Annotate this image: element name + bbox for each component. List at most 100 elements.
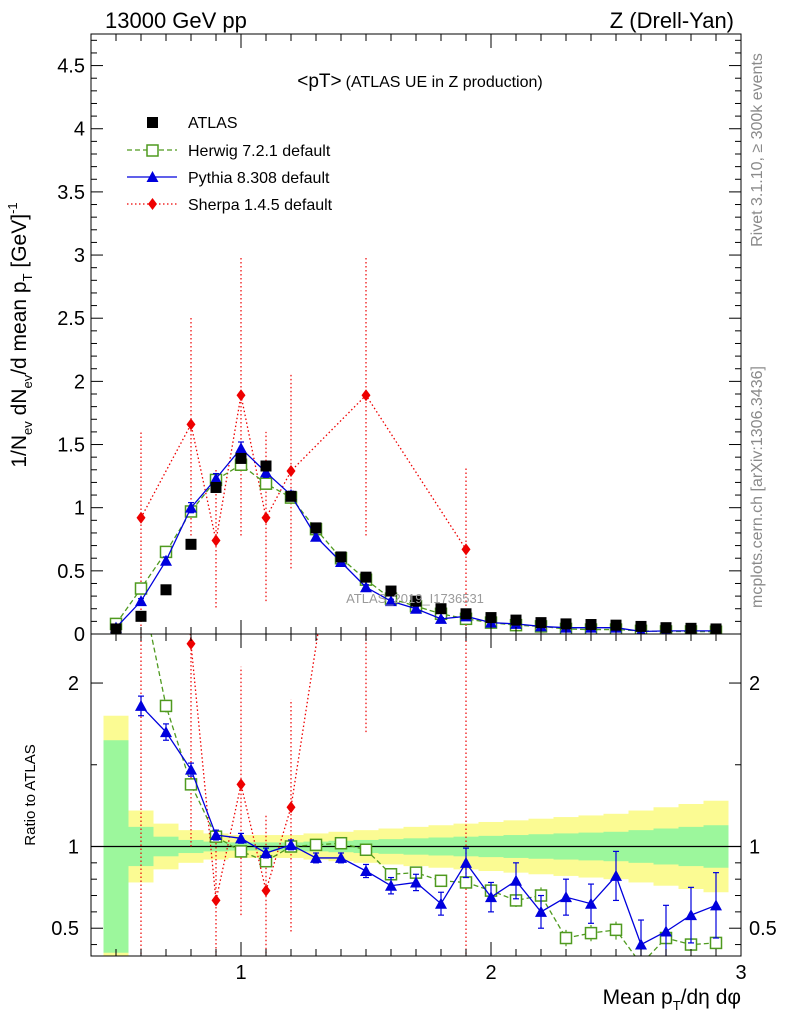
legend-atlas-label: ATLAS xyxy=(188,115,238,132)
main-atlas-point xyxy=(610,619,622,631)
ratio-pythia-point xyxy=(260,847,272,859)
main-atlas-point xyxy=(585,619,597,631)
main-sherpa-point xyxy=(186,418,196,431)
main-atlas-point xyxy=(435,603,447,615)
ratio-herwig-point xyxy=(459,876,473,889)
main-pythia-point xyxy=(185,501,197,513)
main-atlas-point xyxy=(260,460,272,472)
main-atlas-point xyxy=(410,595,422,607)
main-atlas-point xyxy=(535,617,547,629)
main-atlas-point xyxy=(285,490,297,502)
legend: ATLAS Herwig 7.2.1 default Pythia 8.308 … xyxy=(127,115,333,214)
ratio-pythia-point xyxy=(235,832,247,844)
main-ytick-label: 1 xyxy=(74,498,85,520)
ylabel-part-g: [GeV] xyxy=(8,214,31,274)
ratio-sherpa-line xyxy=(189,634,319,901)
main-atlas-point xyxy=(335,551,347,563)
main-atlas-point xyxy=(210,481,222,493)
main-ytick-label: 2 xyxy=(74,371,85,393)
legend-sherpa-marker xyxy=(148,198,157,210)
main-atlas-point xyxy=(135,610,147,622)
main-pythia-point xyxy=(160,554,172,566)
main-atlas-point xyxy=(235,452,247,464)
ratio-pythia-point xyxy=(360,865,372,877)
main-sherpa-point xyxy=(461,543,471,556)
ratio-herwig-point xyxy=(159,699,173,713)
ratio-pythia-point xyxy=(410,876,422,888)
header-energy: 13000 GeV pp xyxy=(105,8,247,33)
legend-pythia-marker xyxy=(146,171,159,182)
main-pythia-point xyxy=(310,530,322,542)
ratio-herwig-point xyxy=(609,923,623,937)
main-pythia-point xyxy=(210,472,222,484)
main-ytick-label: 3.5 xyxy=(57,182,85,204)
ratio-pythia-line xyxy=(140,705,717,946)
legend-item-herwig: Herwig 7.2.1 default xyxy=(127,143,331,160)
title-text: <pT> xyxy=(297,71,341,92)
x-axis-label: Mean pT/dη dφ xyxy=(603,986,741,1013)
ratio-pythia-point xyxy=(710,899,722,911)
ratio-sherpa-point xyxy=(186,637,196,650)
ratio-pythia-point xyxy=(635,938,647,950)
main-sherpa-point xyxy=(261,511,271,524)
rivet-version-label: Rivet 3.1.10, ≥ 300k events xyxy=(749,53,766,247)
main-atlas-point xyxy=(635,620,647,632)
ratio-pythia-point xyxy=(285,838,297,850)
main-y-axis-label: 1/Nev dNev/d mean pT [GeV]-1 xyxy=(5,202,35,467)
ratio-ytick-label-right: 1 xyxy=(749,836,760,858)
main-panel: 0 0.5 1 1.5 2 2.5 3 3.5 4 4.5 ATLAS_2019_I1736531… xyxy=(5,33,742,646)
legend-item-sherpa: Sherpa 1.4.5 default xyxy=(127,197,333,214)
ratio-sherpa-point xyxy=(261,884,271,897)
ratio-herwig-point xyxy=(359,843,373,857)
ratio-frame xyxy=(90,633,742,957)
ratio-pythia-point xyxy=(485,891,497,903)
ratio-pythia-point xyxy=(535,905,547,917)
legend-herwig-marker xyxy=(146,144,159,157)
ratio-ytick-label: 2 xyxy=(68,673,79,695)
ratio-y-axis-label: Ratio to ATLAS xyxy=(22,744,39,845)
main-title: <pT> (ATLAS UE in Z production) xyxy=(297,71,542,92)
main-pythia-point xyxy=(360,581,372,593)
main-sherpa-point xyxy=(211,534,221,547)
main-pythia-point xyxy=(135,595,147,607)
ratio-pythia-point xyxy=(560,891,572,903)
main-sherpa-point xyxy=(236,389,246,402)
ratio-herwig-point xyxy=(234,845,248,858)
ratio-sherpa-point xyxy=(462,317,471,329)
main-pythia-point xyxy=(410,602,422,614)
header-process: Z (Drell-Yan) xyxy=(610,8,734,33)
main-atlas-point xyxy=(185,538,197,550)
main-sherpa-point xyxy=(361,389,371,402)
ylabel-part-a: 1/N xyxy=(8,435,31,468)
ratio-pythia-point xyxy=(435,897,447,909)
main-atlas-point xyxy=(560,618,572,630)
main-ytick-label: 0 xyxy=(74,624,85,646)
ratio-herwig-point xyxy=(334,836,348,850)
ratio-xtick-label: 1 xyxy=(235,962,246,984)
main-atlas-point xyxy=(160,584,172,596)
ylabel-part-b: ev xyxy=(20,421,35,435)
main-atlas-point xyxy=(510,614,522,626)
ratio-pythia-point xyxy=(310,851,322,863)
ratio-pythia-point xyxy=(685,909,697,921)
ratio-ytick-label-right: 2 xyxy=(749,673,760,695)
ylabel-part-h: -1 xyxy=(5,202,20,214)
ratio-pythia-point xyxy=(160,726,172,738)
main-sherpa-point xyxy=(286,465,296,478)
ratio-herwig-point xyxy=(584,926,598,940)
main-atlas-point xyxy=(360,571,372,583)
legend-atlas-marker xyxy=(147,117,158,128)
ylabel-part-c: dN xyxy=(8,389,31,422)
ratio-ytick-label: 1 xyxy=(68,836,79,858)
subtitle-text: (ATLAS UE in Z production) xyxy=(346,74,543,91)
xlabel-part-c: /dη dφ xyxy=(681,986,741,1009)
legend-pythia-label: Pythia 8.308 default xyxy=(188,170,330,187)
main-ytick-label: 3 xyxy=(74,245,85,267)
ratio-ytick-label-right: 0.5 xyxy=(749,918,777,940)
xlabel-part-b: T xyxy=(673,998,681,1013)
legend-sherpa-label: Sherpa 1.4.5 default xyxy=(188,197,333,214)
main-ytick-label: 2.5 xyxy=(57,308,85,330)
ratio-pythia-point xyxy=(660,925,672,937)
main-pythia-point xyxy=(235,442,247,454)
main-ytick-label: 4 xyxy=(74,119,85,141)
